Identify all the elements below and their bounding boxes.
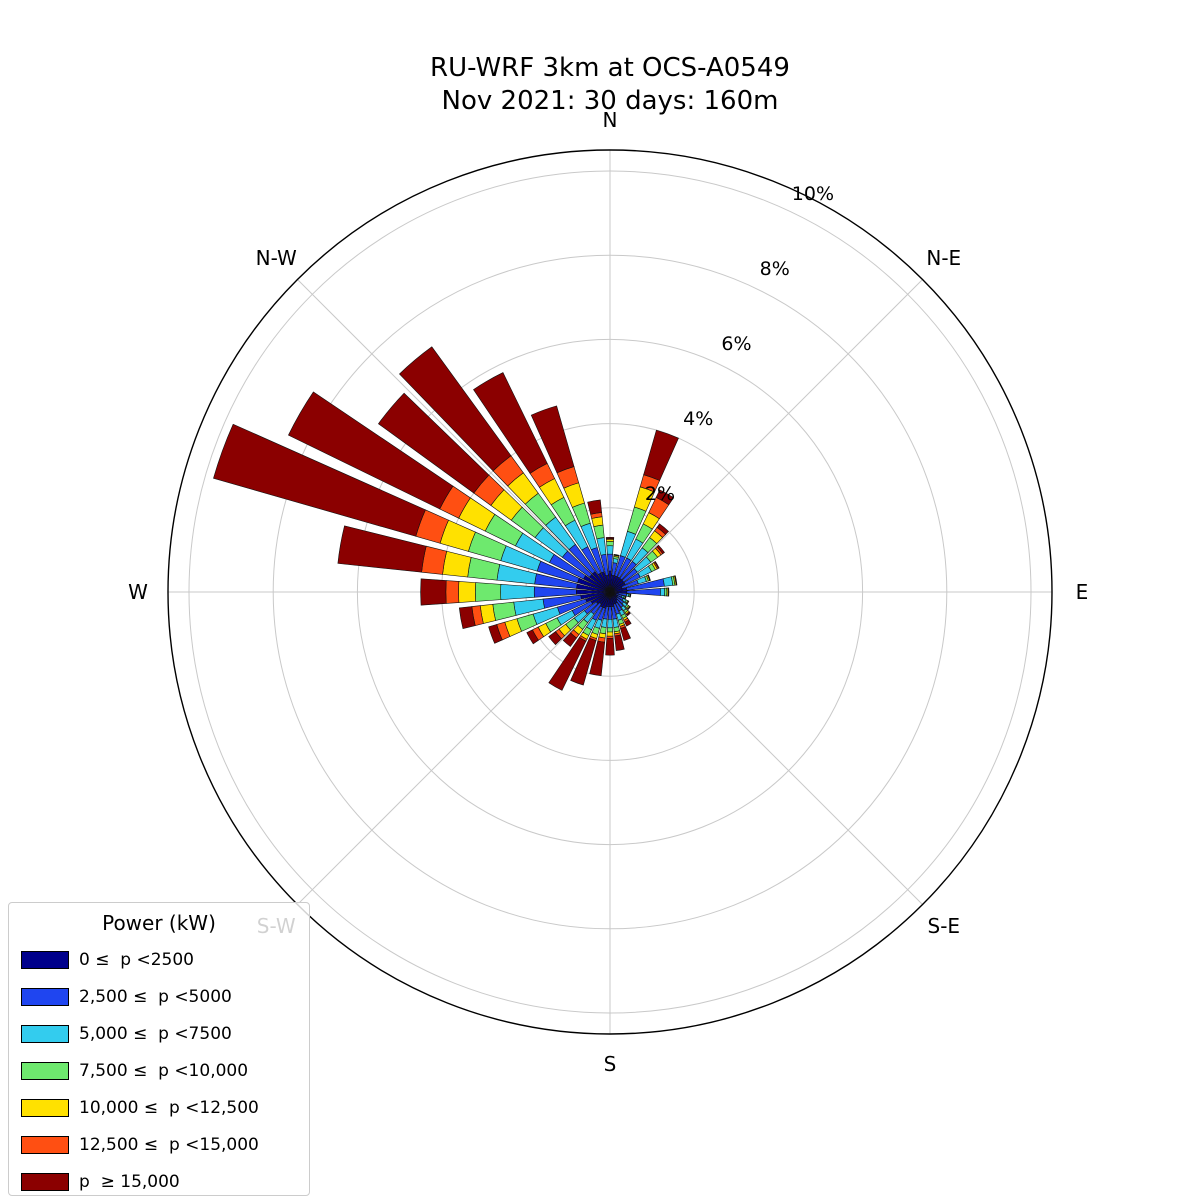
petal-segment xyxy=(614,634,625,651)
petal-segment xyxy=(660,587,666,597)
petal-segment xyxy=(606,631,614,637)
legend-label: 0 ≤ p <2500 xyxy=(79,949,194,970)
petal-segment xyxy=(442,550,472,578)
petal-segment xyxy=(492,601,517,621)
petal-segment xyxy=(656,544,665,555)
petal-segment xyxy=(562,632,578,647)
legend-swatch xyxy=(21,987,69,1006)
petal-segment xyxy=(620,626,631,641)
direction-label: E xyxy=(1076,580,1089,604)
petal-segment xyxy=(626,600,630,605)
legend-swatch xyxy=(21,1135,69,1154)
grid-spoke xyxy=(609,279,923,593)
legend-swatch xyxy=(21,1172,69,1191)
petal-segment xyxy=(445,580,460,604)
petal-segment xyxy=(626,611,631,617)
legend-swatch xyxy=(21,1061,69,1080)
petal-segment xyxy=(607,606,613,620)
legend-item: 2,500 ≤ p <5000 xyxy=(9,978,309,1015)
legend-rows: 0 ≤ p <2500 2,500 ≤ p <5000 5,000 ≤ p <750… xyxy=(9,941,309,1200)
petal-segment xyxy=(458,606,476,630)
legend-swatch xyxy=(21,1024,69,1043)
radial-tick-label: 6% xyxy=(721,333,751,355)
petal-segment xyxy=(643,429,679,481)
legend-label: 7,500 ≤ p <10,000 xyxy=(79,1060,249,1081)
petal-segment xyxy=(613,553,620,557)
chart-title: RU-WRF 3km at OCS-A0549 xyxy=(430,53,790,83)
petal-segment xyxy=(458,581,476,603)
petal-segment xyxy=(530,405,575,474)
petal-segment xyxy=(467,557,501,581)
radial-tick-label: 4% xyxy=(683,408,713,430)
petal-segment xyxy=(287,391,454,510)
petal-segment xyxy=(606,627,614,633)
petal-segment xyxy=(473,372,548,474)
direction-label: S xyxy=(604,1052,617,1076)
petal-segment xyxy=(526,629,539,645)
legend-label: 5,000 ≤ p <7500 xyxy=(79,1023,232,1044)
legend-item: p ≥ 15,000 xyxy=(9,1163,309,1200)
direction-label: N xyxy=(603,108,618,132)
petal-segment xyxy=(593,524,605,540)
legend-label: 10,000 ≤ p <12,500 xyxy=(79,1097,259,1118)
petal-segment xyxy=(606,545,614,555)
legend-item: 7,500 ≤ p <10,000 xyxy=(9,1052,309,1089)
radial-tick-label: 8% xyxy=(760,258,790,280)
petal-segment xyxy=(378,392,490,494)
petal-segment xyxy=(337,525,427,573)
petal-segment xyxy=(607,618,613,629)
petal-segment xyxy=(474,582,502,602)
petal-segment xyxy=(624,596,627,600)
radial-tick-label: 10% xyxy=(792,183,834,205)
petal-segment xyxy=(605,536,615,539)
polar-boundary xyxy=(167,149,1053,1035)
legend-title: Power (kW) xyxy=(102,911,216,935)
petal-segment xyxy=(624,619,632,627)
petal-segment xyxy=(655,489,674,506)
direction-label: S-E xyxy=(928,914,961,938)
petal-segment xyxy=(606,541,614,547)
petal-segment xyxy=(500,584,535,600)
petal-segment xyxy=(533,586,577,598)
legend-label: 12,500 ≤ p <15,000 xyxy=(79,1134,259,1155)
direction-label: N-E xyxy=(926,246,961,270)
grid-spoke xyxy=(609,591,923,905)
petal-segment xyxy=(488,624,503,644)
legend-item: 10,000 ≤ p <12,500 xyxy=(9,1089,309,1126)
legend-label: 2,500 ≤ p <5000 xyxy=(79,986,232,1007)
direction-label: N-W xyxy=(256,246,297,270)
petal-segment xyxy=(420,578,447,606)
petal-segment xyxy=(399,346,512,472)
petal-segment xyxy=(587,499,602,515)
petal-segment xyxy=(589,640,606,677)
chart-subtitle: Nov 2021: 30 days: 160m xyxy=(441,85,779,116)
legend-swatch xyxy=(21,1098,69,1117)
petal-segment xyxy=(548,631,562,646)
petal-segment xyxy=(668,587,670,597)
petal-segment xyxy=(607,553,613,572)
legend: Power (kW) 0 ≤ p <2500 2,500 ≤ p <5000 5,0… xyxy=(8,902,310,1196)
petal-segment xyxy=(647,574,651,581)
chart-title-block: RU-WRF 3km at OCS-A0549 Nov 2021: 30 day… xyxy=(10,52,1200,117)
radial-tick-label: 2% xyxy=(645,483,675,505)
grid-spoke xyxy=(297,591,611,905)
petal-segment xyxy=(605,637,615,656)
petal-segment xyxy=(627,606,631,610)
petal-segment xyxy=(654,560,660,569)
legend-label: p ≥ 15,000 xyxy=(79,1171,180,1192)
legend-swatch xyxy=(21,950,69,969)
petal-segment xyxy=(570,637,597,686)
legend-item: 12,500 ≤ p <15,000 xyxy=(9,1126,309,1163)
grid-spoke xyxy=(297,279,611,593)
direction-label: W xyxy=(128,580,148,604)
petal-segment xyxy=(674,575,678,586)
petal-segment xyxy=(213,423,426,537)
petal-segment xyxy=(548,636,587,691)
petal-segment xyxy=(629,593,632,598)
petal-segment xyxy=(656,523,669,535)
legend-item: 5,000 ≤ p <7500 xyxy=(9,1015,309,1052)
legend-item: 0 ≤ p <2500 xyxy=(9,941,309,978)
